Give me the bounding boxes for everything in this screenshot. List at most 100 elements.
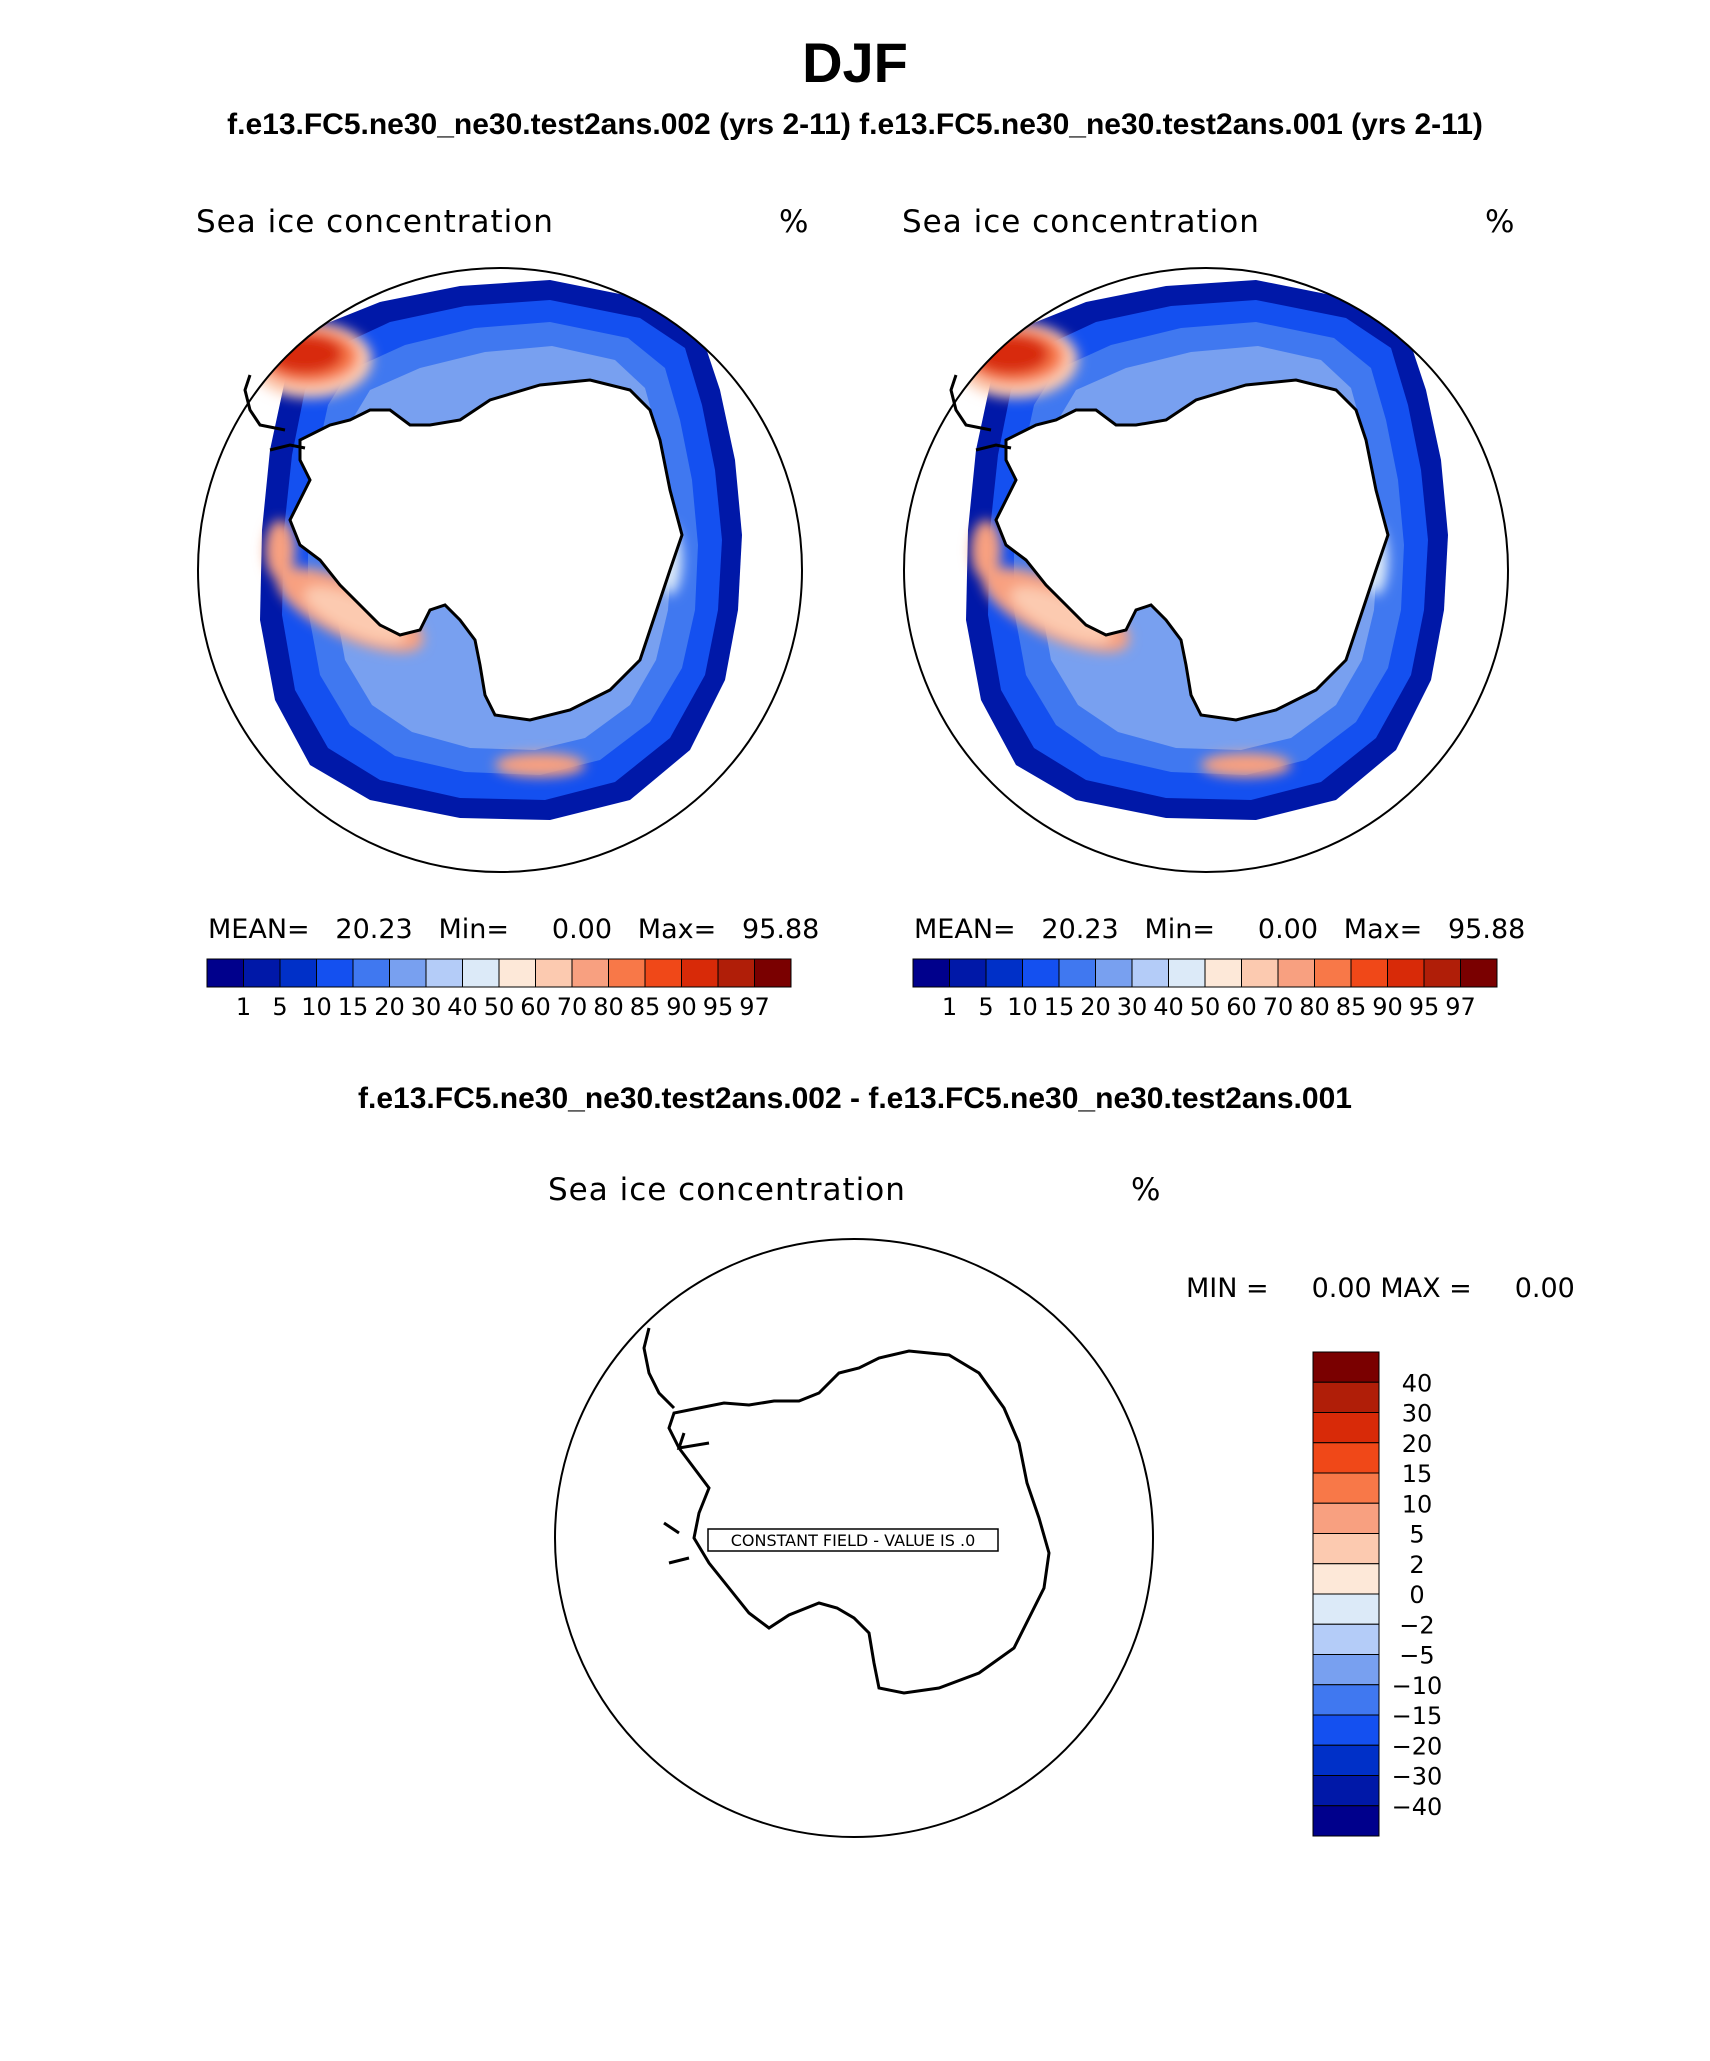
antarctica-continent — [288, 378, 684, 722]
panel1-colorbar-box — [389, 958, 427, 988]
panel1-colorbar-box — [206, 958, 244, 988]
panel1-colorbar-box — [425, 958, 463, 988]
diff-colorbar-box — [1312, 1744, 1380, 1776]
diff-colorbar-box — [1312, 1381, 1380, 1413]
panel1-colorbar-tick-label: 20 — [374, 993, 405, 1021]
panel2-colorbar-box — [912, 958, 950, 988]
case-titles: f.e13.FC5.ne30_ne30.test2ans.002 (yrs 2-… — [227, 108, 1483, 141]
panel2-colorbar-box — [1277, 958, 1315, 988]
diff-colorbar-box — [1312, 1593, 1380, 1625]
panel2-colorbar-box — [1095, 958, 1133, 988]
panel2-colorbar-box — [1022, 958, 1060, 988]
diff-colorbar-box — [1312, 1684, 1380, 1716]
panel1-colorbar-box — [279, 958, 317, 988]
diff-min-value: 0.00 — [1311, 1273, 1372, 1304]
diff-colorbar-box — [1312, 1654, 1380, 1686]
panel2-colorbar-box — [1131, 958, 1169, 988]
panel2-max-value: 95.88 — [1448, 914, 1526, 945]
diff-colorbar-box — [1312, 1623, 1380, 1655]
panel2-colorbar-tick-label: 97 — [1445, 993, 1476, 1021]
diff-colorbar-tick-label: 30 — [1402, 1400, 1433, 1428]
peninsula-coast — [642, 1327, 710, 1565]
panel2-colorbar-tick-label: 40 — [1153, 993, 1184, 1021]
diff-colorbar-tick-label: 0 — [1409, 1581, 1424, 1609]
panel2-colorbar-box — [985, 958, 1023, 988]
peninsula-coast — [949, 374, 1012, 452]
panel1-mean-label: MEAN= — [208, 914, 310, 945]
diff-colorbar-tick-label: 2 — [1409, 1551, 1424, 1579]
high-concentration-patches — [954, 322, 1388, 777]
diff-colorbar-box — [1312, 1805, 1380, 1837]
diff-colorbar-box — [1312, 1351, 1380, 1383]
panel2-colorbar-box — [1204, 958, 1242, 988]
panel1-mean-value: 20.23 — [335, 914, 413, 945]
panel1-colorbar-tick-label: 10 — [301, 993, 332, 1021]
panel1-polar-map — [197, 267, 803, 873]
panel2-stats: MEAN= 20.23 Min= 0.00 Max= 95.88 — [914, 914, 1525, 945]
panel2-colorbar-tick-label: 1 — [942, 993, 957, 1021]
panel2-colorbar-tick-label: 60 — [1226, 993, 1257, 1021]
panel2-colorbar-box — [1387, 958, 1425, 988]
diff-polar-map: CONSTANT FIELD - VALUE IS .0 — [554, 1238, 1154, 1838]
diff-colorbar-tick-label: −30 — [1392, 1763, 1443, 1791]
panel1-colorbar-box — [352, 958, 390, 988]
panel1-colorbar-tick-label: 85 — [630, 993, 661, 1021]
panel2-colorbar-box — [1350, 958, 1388, 988]
diff-colorbar-tick-label: −15 — [1392, 1702, 1443, 1730]
panel1-colorbar-box — [681, 958, 719, 988]
diff-colorbar-tick-label: 15 — [1402, 1460, 1433, 1488]
constant-field-box — [707, 1528, 999, 1552]
diff-colorbar-tick-label: 20 — [1402, 1430, 1433, 1458]
diff-colorbar-box — [1312, 1714, 1380, 1746]
panel1-colorbar-tick-label: 95 — [703, 993, 734, 1021]
panel1-colorbar-box — [644, 958, 682, 988]
panel1-colorbar-tick-label: 50 — [484, 993, 515, 1021]
panel2-colorbar-box — [1314, 958, 1352, 988]
panel2-colorbar: 1 5 10 15 20 30 40 50 60 70 80 85 90 95 97 — [912, 958, 1498, 1021]
panel1-colorbar-tick-label: 40 — [447, 993, 478, 1021]
panel1-units-label: % — [779, 204, 810, 240]
panel1-colorbar-tick-label: 90 — [666, 993, 697, 1021]
panel2-colorbar-box — [1168, 958, 1206, 988]
peninsula-coast — [243, 374, 306, 452]
panel1-colorbar-tick-label: 1 — [236, 993, 251, 1021]
panel1-colorbar-tick-label: 5 — [272, 993, 287, 1021]
diff-map-boundary — [554, 1238, 1154, 1838]
diff-min-label: MIN = — [1186, 1273, 1269, 1304]
panel1-stats: MEAN= 20.23 Min= 0.00 Max= 95.88 — [208, 914, 819, 945]
panel1-colorbar-tick-label: 80 — [593, 993, 624, 1021]
panel1-variable-label: Sea ice concentration — [196, 204, 554, 240]
diff-colorbar-tick-label: −5 — [1399, 1642, 1434, 1670]
panel2-colorbar-box — [1423, 958, 1461, 988]
diff-colorbar-box — [1312, 1563, 1380, 1595]
antarctica-continent — [667, 1349, 1051, 1695]
diff-colorbar-tick-label: −40 — [1392, 1793, 1443, 1821]
diff-variable-label: Sea ice concentration — [548, 1172, 906, 1208]
panel2-colorbar-tick-label: 95 — [1409, 993, 1440, 1021]
diff-colorbar-box — [1312, 1442, 1380, 1474]
diff-colorbar-box — [1312, 1533, 1380, 1565]
panel2-colorbar-box — [1241, 958, 1279, 988]
diff-colorbar-tick-label: 40 — [1402, 1369, 1433, 1397]
diff-max-value: 0.00 — [1514, 1273, 1575, 1304]
panel1-min-label: Min= — [438, 914, 509, 945]
diff-max-label: MAX = — [1380, 1273, 1472, 1304]
panel2-colorbar-tick-label: 5 — [978, 993, 993, 1021]
panel2-colorbar-box — [1058, 958, 1096, 988]
panel2-colorbar-box — [949, 958, 987, 988]
panel2-colorbar-tick-label: 10 — [1007, 993, 1038, 1021]
panel1-colorbar: 1 5 10 15 20 30 40 50 60 70 80 85 90 95 97 — [206, 958, 792, 1021]
diff-colorbar-tick-label: −20 — [1392, 1732, 1443, 1760]
panel2-colorbar-tick-label: 90 — [1372, 993, 1403, 1021]
antarctica-continent — [994, 378, 1390, 722]
panel2-colorbar-tick-label: 20 — [1080, 993, 1111, 1021]
panel1-max-value: 95.88 — [742, 914, 820, 945]
panel1-colorbar-box — [717, 958, 755, 988]
panel2-min-value: 0.00 — [1257, 914, 1319, 945]
panel2-max-label: Max= — [1343, 914, 1423, 945]
panel2-mean-value: 20.23 — [1041, 914, 1119, 945]
panel1-max-label: Max= — [637, 914, 717, 945]
diff-colorbar-tick-label: −10 — [1392, 1672, 1443, 1700]
panel2-colorbar-tick-label: 70 — [1263, 993, 1294, 1021]
panel1-colorbar-box — [462, 958, 500, 988]
